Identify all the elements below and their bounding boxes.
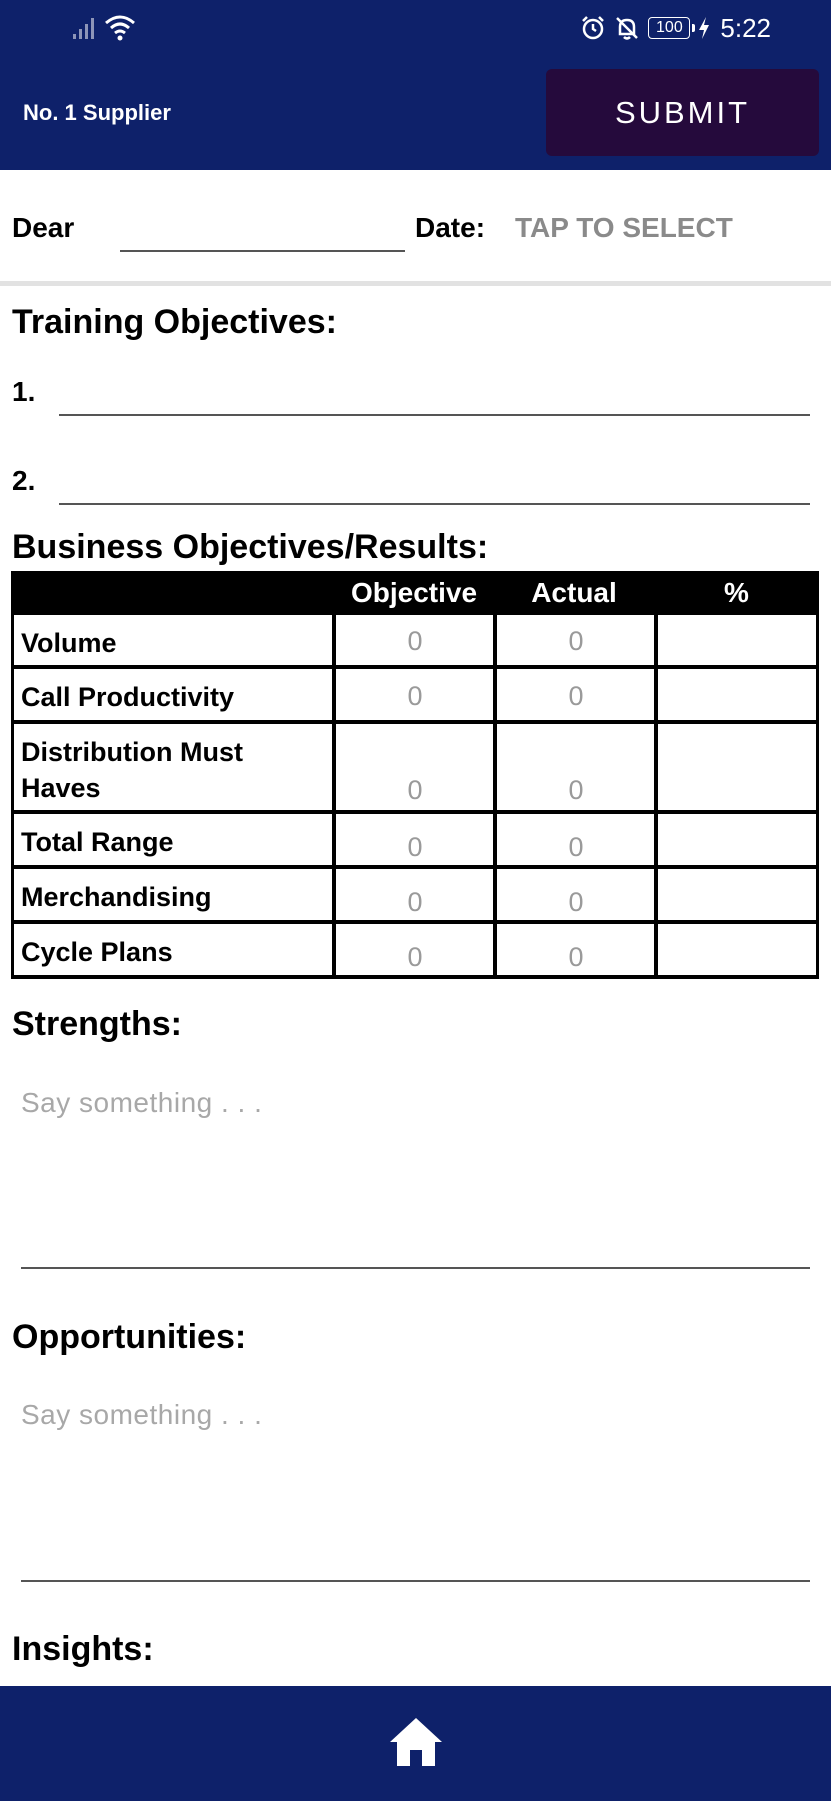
submit-button[interactable]: SUBMIT <box>546 69 819 156</box>
table-row: Total Range 0 0 <box>11 814 819 869</box>
status-right: 100 5:22 <box>580 12 771 44</box>
actual-cell[interactable]: 0 <box>493 924 584 975</box>
percent-cell <box>654 615 658 665</box>
objective-value: 0 <box>407 887 423 917</box>
business-objectives-heading: Business Objectives/Results: <box>12 528 489 566</box>
row-label: Merchandising <box>21 882 212 912</box>
percent-cell <box>654 869 658 920</box>
table-row: Distribution Must Haves 0 0 <box>11 724 819 814</box>
objective-input-2[interactable] <box>59 503 810 505</box>
strengths-input[interactable]: Say something . . . <box>21 1087 263 1118</box>
battery-indicator: 100 <box>648 17 696 39</box>
objective-cell[interactable]: 0 <box>332 924 423 975</box>
objective-cell[interactable]: 0 <box>332 669 423 720</box>
percent-cell <box>654 814 658 865</box>
date-label: Date: <box>415 212 486 243</box>
actual-cell[interactable]: 0 <box>493 669 584 720</box>
percent-cell <box>654 924 658 975</box>
objective-cell[interactable]: 0 <box>332 869 423 920</box>
table-row: Volume 0 0 <box>11 615 819 669</box>
table-row: Merchandising 0 0 <box>11 869 819 924</box>
row-label: Call Productivity <box>21 682 235 712</box>
strengths-heading: Strengths: <box>12 1005 182 1043</box>
objective-cell[interactable]: 0 <box>332 724 423 810</box>
row-label: Volume <box>21 628 117 658</box>
actual-value: 0 <box>568 775 584 805</box>
row-label: Cycle Plans <box>21 937 173 967</box>
objective-value: 0 <box>407 681 423 711</box>
objective-value: 0 <box>407 626 423 656</box>
actual-cell[interactable]: 0 <box>493 869 584 920</box>
row-label: Total Range <box>21 827 174 857</box>
actual-value: 0 <box>568 832 584 862</box>
objective-input-1[interactable] <box>59 414 810 416</box>
column-objective: Objective <box>350 577 478 608</box>
column-percent: % <box>724 577 749 608</box>
actual-value: 0 <box>568 887 584 917</box>
percent-cell <box>654 724 658 810</box>
dear-label: Dear <box>12 212 75 243</box>
dear-input[interactable] <box>120 250 405 252</box>
actual-cell[interactable]: 0 <box>493 724 584 810</box>
objective-value: 0 <box>407 832 423 862</box>
status-time: 5:22 <box>720 12 771 43</box>
status-bar: 100 5:22 <box>0 0 831 56</box>
home-icon[interactable] <box>388 1716 444 1768</box>
table-row: Cycle Plans 0 0 <box>11 924 819 979</box>
date-picker[interactable]: TAP TO SELECT <box>515 212 733 243</box>
opportunities-underline <box>21 1580 810 1582</box>
actual-value: 0 <box>568 681 584 711</box>
divider <box>0 281 831 286</box>
strengths-underline <box>21 1267 810 1269</box>
table-row: Call Productivity 0 0 <box>11 669 819 724</box>
percent-cell <box>654 669 658 720</box>
opportunities-input[interactable]: Say something . . . <box>21 1399 263 1430</box>
mute-bell-icon <box>616 17 639 40</box>
actual-value: 0 <box>568 626 584 656</box>
objective-value: 0 <box>407 942 423 972</box>
results-table: Objective Actual % Volume 0 0 Call Produ… <box>11 571 819 979</box>
actual-value: 0 <box>568 942 584 972</box>
charging-icon <box>699 17 710 39</box>
alarm-icon <box>582 16 605 40</box>
objective-number-2: 2. <box>12 465 36 496</box>
opportunities-heading: Opportunities: <box>12 1318 247 1356</box>
objective-number-1: 1. <box>12 376 36 407</box>
actual-cell[interactable]: 0 <box>493 814 584 865</box>
table-header: Objective Actual % <box>11 571 819 615</box>
column-actual: Actual <box>531 577 617 608</box>
objective-cell[interactable]: 0 <box>332 814 423 865</box>
insights-heading: Insights: <box>12 1630 154 1668</box>
objective-value: 0 <box>407 775 423 805</box>
objective-cell[interactable]: 0 <box>332 615 423 665</box>
actual-cell[interactable]: 0 <box>493 615 584 665</box>
signal-icon <box>73 18 94 39</box>
wifi-icon <box>105 15 135 41</box>
page-title: No. 1 Supplier <box>23 100 171 125</box>
app-header: 100 5:22 No. 1 Supplier SUBMIT <box>0 0 831 170</box>
row-label: Distribution Must Haves <box>21 737 243 803</box>
bottom-nav <box>0 1686 831 1801</box>
training-objectives-heading: Training Objectives: <box>12 303 337 341</box>
